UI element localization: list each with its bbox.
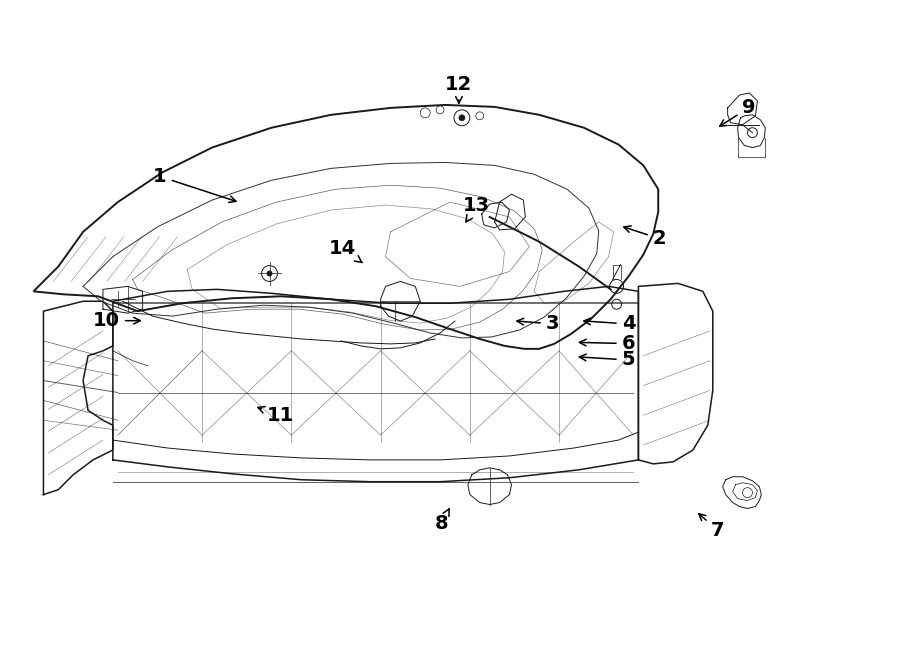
Circle shape bbox=[459, 115, 465, 121]
Text: 11: 11 bbox=[258, 407, 294, 425]
Text: 1: 1 bbox=[153, 167, 236, 202]
Text: 13: 13 bbox=[464, 196, 490, 222]
Text: 8: 8 bbox=[435, 509, 449, 533]
Text: 4: 4 bbox=[584, 315, 635, 333]
Circle shape bbox=[266, 270, 273, 276]
Text: 6: 6 bbox=[580, 334, 635, 353]
Text: 2: 2 bbox=[624, 226, 667, 249]
Text: 9: 9 bbox=[720, 98, 756, 126]
Text: 12: 12 bbox=[446, 75, 472, 103]
Text: 3: 3 bbox=[517, 315, 560, 333]
Text: 7: 7 bbox=[698, 514, 724, 540]
Text: 10: 10 bbox=[93, 311, 140, 330]
Text: 14: 14 bbox=[329, 239, 362, 262]
Text: 5: 5 bbox=[580, 350, 635, 369]
